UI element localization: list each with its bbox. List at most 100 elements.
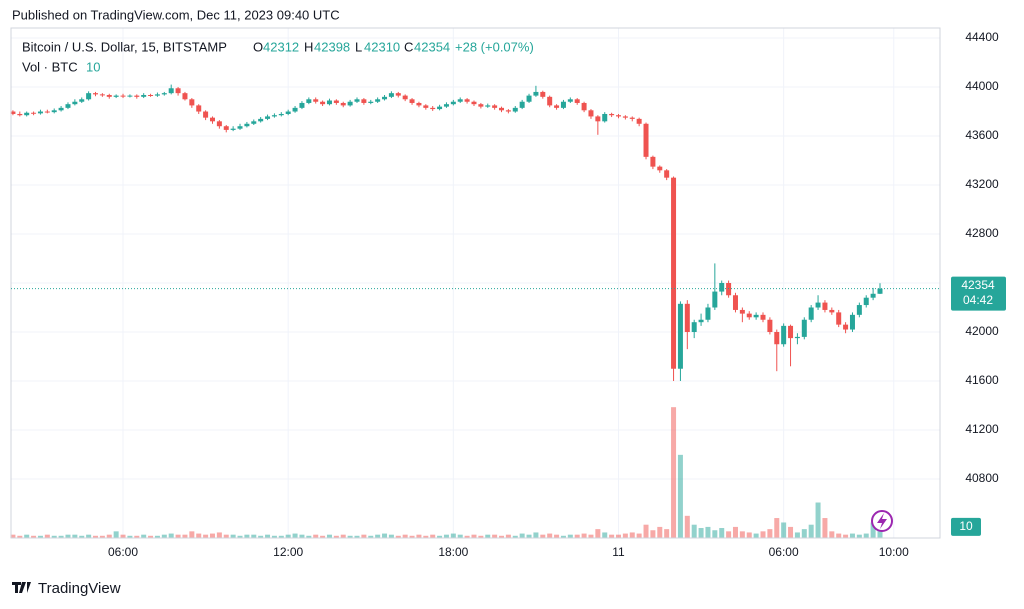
low-value: 42310 [364,39,400,54]
volume-bar [464,535,470,538]
candle-body [739,309,745,314]
volume-bar [127,535,133,538]
candle-body [856,305,862,315]
candle-body [609,113,615,116]
volume-bar [313,534,319,538]
candle-body [31,112,37,114]
volume-bar [388,534,394,538]
volume-bar [347,535,353,538]
volume-bar [643,524,649,538]
candle-body [430,107,436,110]
volume-bar [395,535,401,538]
candle-body [216,121,222,127]
candle-body [368,101,374,103]
volume-bar [265,534,271,538]
volume-bar [237,535,243,538]
candle-body [560,101,566,108]
x-tick-label: 11 [612,545,625,559]
volume-bar [739,531,745,538]
candle-body [251,121,257,124]
candle-body [650,156,656,167]
x-tick-label: 18:00 [438,545,468,559]
volume-bar [99,535,105,538]
volume-bar [423,535,429,538]
volume-bar [471,534,477,538]
candle-body [636,118,642,124]
volume-bar [402,534,408,538]
volume-bar [44,534,50,538]
candle-body [684,303,690,332]
x-tick-label: 06:00 [108,545,138,559]
candle-body [134,95,140,97]
volume-bar [79,535,85,538]
candle-body [540,91,546,97]
candle-body [767,319,773,332]
candle-body [203,111,209,118]
candle-body [760,314,766,320]
volume-bar [499,535,505,538]
volume-bar [154,535,160,538]
candle-body [154,94,160,96]
candle-body [388,93,394,97]
volume-bar [17,535,23,538]
candle-body [450,101,456,105]
candle-body [574,99,580,103]
candle-body [794,336,800,339]
candle-body [664,170,670,178]
volume-bar [375,534,381,538]
volume-bar [657,526,663,538]
volume-bar [567,534,573,538]
y-tick-label: 44000 [965,79,999,93]
candle-body [244,123,250,127]
candle-body [499,107,505,111]
candle-body [271,115,277,117]
candle-body [492,105,498,108]
y-tick-label: 40800 [965,471,999,485]
candle-body [292,107,298,112]
candle-body [79,99,85,102]
volume-bar [602,532,608,538]
volume-bar [24,534,30,538]
candle-body [774,331,780,345]
volume-bar [437,535,443,538]
volume-bar [560,535,566,538]
volume-bar [189,531,195,538]
symbol: Bitcoin / U.S. Dollar, 15, BITSTAMP [22,39,227,54]
volume-bar [815,502,821,538]
candle-body [595,116,601,122]
candle-body [313,99,319,102]
candle-body [471,101,477,105]
volume-bar [698,528,704,538]
candle-body [237,126,243,129]
candle-body [554,105,560,108]
volume-bar [526,534,532,538]
candle-body [106,94,112,97]
volume-bar [168,533,174,538]
y-tick-label: 42000 [965,324,999,338]
alert-icon[interactable] [871,510,893,532]
volume-bar [409,535,415,538]
candle-body [781,325,787,345]
volume-bar [588,534,594,538]
volume-bar [37,535,43,538]
close-value: 42354 [414,39,450,54]
l-label: L [355,39,362,54]
volume-bar [299,534,305,538]
o-label: O [253,39,263,54]
volume-bar [719,528,725,538]
candle-body [58,107,64,111]
candle-body [354,99,360,102]
candle-body [464,99,470,102]
candle-body [86,93,92,100]
candle-body [409,99,415,103]
volume-bar [533,532,539,538]
candle-body [44,111,50,113]
volume-bar [843,534,849,538]
volume-bar [457,534,463,538]
volume-bar [650,530,656,538]
volume-bar [320,535,326,538]
candle-body [629,117,635,119]
volume-bar [519,533,525,538]
